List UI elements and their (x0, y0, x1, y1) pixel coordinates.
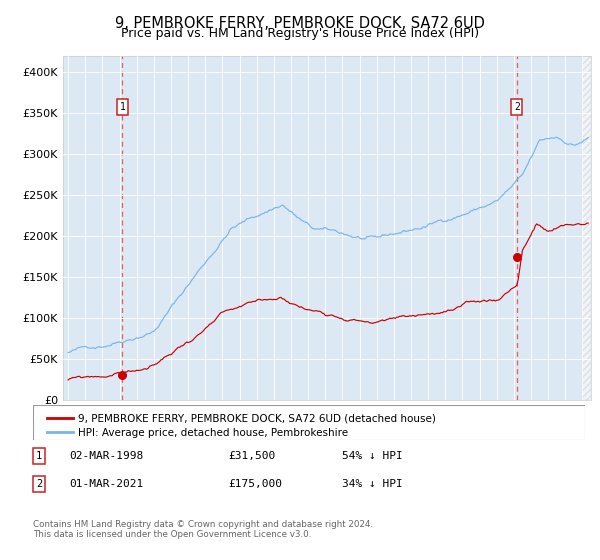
Text: 1: 1 (119, 102, 125, 112)
Legend: 9, PEMBROKE FERRY, PEMBROKE DOCK, SA72 6UD (detached house), HPI: Average price,: 9, PEMBROKE FERRY, PEMBROKE DOCK, SA72 6… (44, 411, 439, 441)
Text: Price paid vs. HM Land Registry's House Price Index (HPI): Price paid vs. HM Land Registry's House … (121, 27, 479, 40)
FancyBboxPatch shape (33, 405, 585, 440)
Text: 01-MAR-2021: 01-MAR-2021 (69, 479, 143, 489)
Text: 2: 2 (514, 102, 520, 112)
Text: 54% ↓ HPI: 54% ↓ HPI (342, 451, 403, 461)
Text: 02-MAR-1998: 02-MAR-1998 (69, 451, 143, 461)
Text: Contains HM Land Registry data © Crown copyright and database right 2024.
This d: Contains HM Land Registry data © Crown c… (33, 520, 373, 539)
Text: 2: 2 (36, 479, 42, 489)
Text: 9, PEMBROKE FERRY, PEMBROKE DOCK, SA72 6UD: 9, PEMBROKE FERRY, PEMBROKE DOCK, SA72 6… (115, 16, 485, 31)
Text: 1: 1 (36, 451, 42, 461)
Text: £31,500: £31,500 (228, 451, 275, 461)
Text: £175,000: £175,000 (228, 479, 282, 489)
Text: 34% ↓ HPI: 34% ↓ HPI (342, 479, 403, 489)
Polygon shape (583, 56, 591, 400)
